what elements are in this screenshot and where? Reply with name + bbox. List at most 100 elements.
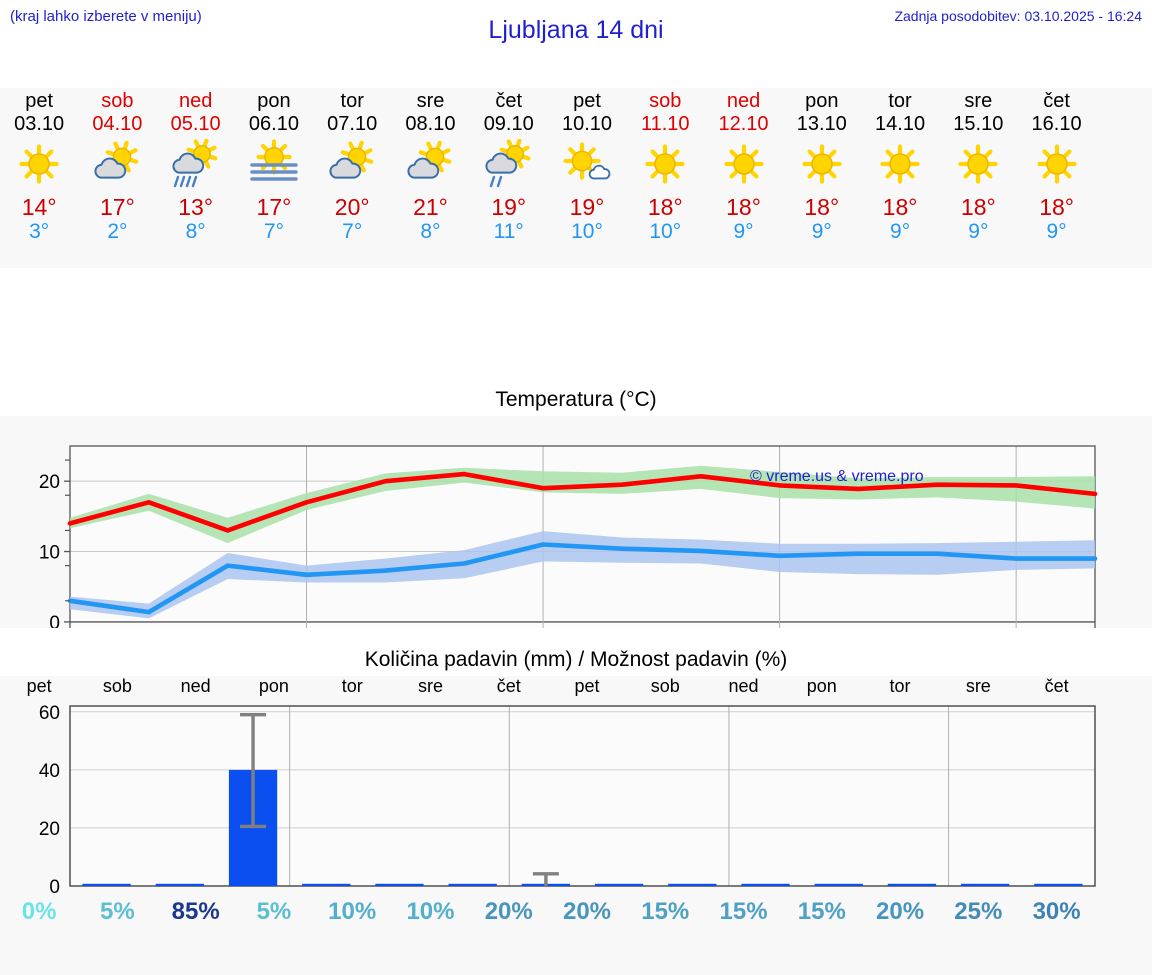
precip-probability: 20%: [876, 898, 925, 925]
precip-probability: 5%: [256, 898, 292, 925]
temp-min: 8°: [420, 220, 441, 243]
forecast-day-10.10[interactable]: pet 10.10 19° 10°: [548, 88, 626, 268]
day-of-week: čet: [1043, 90, 1070, 112]
temp-min: 7°: [263, 220, 284, 243]
temp-min: 9°: [733, 220, 754, 243]
day-date: 04.10: [92, 113, 143, 135]
precipitation-chart-title: Količina padavin (mm) / Možnost padavin …: [0, 640, 1152, 676]
page-header: (kraj lahko izberete v meniju) Ljubljana…: [0, 0, 1152, 68]
sunny-icon: [713, 138, 775, 190]
precip-probability: 25%: [954, 898, 1003, 925]
precip-day-label: tor: [889, 676, 911, 696]
forecast-strip: pet 03.10 14° 3° sob 04.10 17° 2° ned 05.10 13° 8…: [0, 88, 1152, 268]
partly-cloudy-icon: [86, 138, 148, 190]
day-of-week: ned: [178, 90, 213, 112]
forecast-day-16.10[interactable]: čet 16.10 18° 9°: [1017, 88, 1095, 268]
menu-hint-text: (kraj lahko izberete v meniju): [10, 8, 202, 25]
temp-max: 20°: [334, 194, 370, 220]
precip-day-label: pet: [574, 676, 600, 696]
temp-min: 8°: [185, 220, 206, 243]
forecast-day-09.10[interactable]: čet 09.10 19° 11°: [470, 88, 548, 268]
day-date: 10.10: [561, 113, 613, 135]
sunny-icon: [791, 138, 853, 190]
forecast-day-08.10[interactable]: sre 08.10 21° 8°: [391, 88, 469, 268]
day-date: 09.10: [483, 113, 534, 135]
precipitation-day-labels: pet sob ned pon tor sre čet pet sob ned pon tor sre č…: [0, 676, 1152, 698]
sunny-icon: [1026, 138, 1088, 190]
precip-probability: 0%: [21, 898, 57, 925]
day-of-week: pon: [257, 90, 291, 112]
precip-probability: 15%: [641, 898, 690, 925]
precip-day-label: pon: [258, 676, 289, 696]
temp-max: 19°: [491, 194, 527, 220]
temp-max: 17°: [100, 194, 135, 220]
precip-day-label: pon: [806, 676, 837, 696]
day-date: 08.10: [405, 113, 456, 135]
day-of-week: ned: [726, 90, 761, 112]
svg-text:60: 60: [39, 703, 60, 724]
temp-min: 9°: [968, 220, 989, 243]
day-of-week: čet: [495, 90, 523, 112]
precip-probability: 20%: [562, 898, 612, 925]
precip-day-label: sre: [417, 676, 443, 696]
precip-probability: 15%: [719, 898, 768, 925]
temp-max: 18°: [960, 194, 996, 220]
precip-probability: 5%: [100, 898, 135, 925]
temp-max: 18°: [726, 194, 761, 220]
partly-cloudy-icon: [321, 138, 383, 190]
precip-day-label: pet: [26, 676, 52, 696]
temperature-plot-svg: 0 10 20: [39, 445, 1098, 628]
forecast-day-03.10[interactable]: pet 03.10 14° 3°: [0, 88, 78, 268]
forecast-day-list: pet 03.10 14° 3° sob 04.10 17° 2° ned 05.10 13° 8…: [0, 88, 1152, 268]
day-date: 07.10: [327, 113, 378, 135]
sunny-icon: [8, 138, 70, 190]
forecast-day-04.10[interactable]: sob 04.10 17° 2°: [78, 88, 156, 268]
day-date: 06.10: [248, 113, 299, 135]
precip-day-label: čet: [496, 676, 521, 696]
forecast-day-13.10[interactable]: pon 13.10 18° 9°: [783, 88, 861, 268]
forecast-day-05.10[interactable]: ned 05.10 13° 8°: [157, 88, 235, 268]
temp-min: 2°: [107, 220, 128, 243]
temp-max: 13°: [178, 194, 214, 220]
temp-min: 11°: [493, 220, 524, 243]
temp-max: 19°: [569, 194, 605, 220]
day-of-week: tor: [340, 90, 364, 112]
day-of-week: pet: [25, 90, 54, 112]
forecast-day-12.10[interactable]: ned 12.10 18° 9°: [704, 88, 782, 268]
forecast-day-11.10[interactable]: sob 11.10 18° 10°: [626, 88, 704, 268]
day-of-week: sob: [101, 90, 134, 112]
day-date: 03.10: [14, 113, 65, 135]
day-of-week: sre: [964, 90, 993, 112]
day-date: 14.10: [875, 113, 926, 135]
precip-probability: 20%: [484, 898, 533, 925]
precipitation-probability-row: 0% 5% 85% 5% 10% 10% 20% 20% 15% 15% 15% 20% 25% 30%: [0, 898, 1152, 938]
sunny-icon: [634, 138, 696, 190]
temp-max: 21°: [413, 194, 448, 220]
forecast-day-06.10[interactable]: pon 06.10 17° 7°: [235, 88, 313, 268]
temp-max: 18°: [1039, 194, 1074, 220]
last-updated-text: Zadnja posodobitev: 03.10.2025 - 16:24: [894, 8, 1142, 24]
forecast-day-14.10[interactable]: tor 14.10 18° 9°: [861, 88, 939, 268]
precip-day-label: ned: [728, 676, 759, 696]
precip-day-label: ned: [180, 676, 211, 696]
precip-probability: 10%: [406, 898, 455, 925]
day-date: 11.10: [640, 113, 690, 135]
precip-day-label: sre: [965, 676, 991, 696]
temp-min: 9°: [811, 220, 832, 243]
day-of-week: tor: [888, 90, 912, 112]
day-of-week: sre: [416, 90, 445, 112]
day-date: 12.10: [718, 113, 769, 135]
sunny-icon: [869, 138, 931, 190]
temp-min: 9°: [890, 220, 911, 243]
temp-min: 7°: [342, 220, 363, 243]
forecast-day-07.10[interactable]: tor 07.10 20° 7°: [313, 88, 391, 268]
precipitation-plot-svg: 0 20 40 60: [39, 703, 1096, 898]
precip-probability: 30%: [1032, 898, 1081, 925]
svg-text:10: 10: [39, 543, 60, 564]
day-date: 15.10: [953, 113, 1004, 135]
svg-text:0: 0: [49, 613, 60, 628]
precip-day-label: tor: [341, 676, 363, 696]
forecast-day-15.10[interactable]: sre 15.10 18° 9°: [939, 88, 1017, 268]
temp-min: 3°: [29, 220, 50, 243]
sun-small-cloud-icon: [556, 138, 618, 190]
